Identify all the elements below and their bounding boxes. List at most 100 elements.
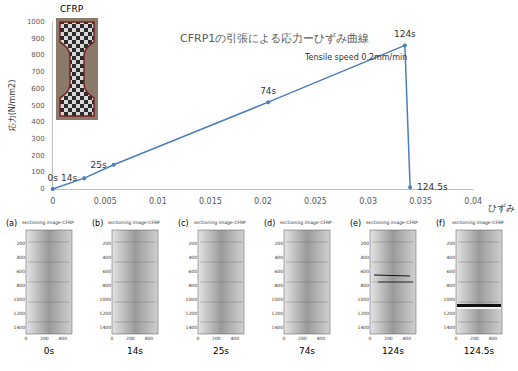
svg-text:800: 800 (16, 283, 25, 288)
svg-text:700: 700 (31, 68, 44, 76)
svg-text:0: 0 (283, 336, 286, 341)
svg-text:900: 900 (31, 35, 44, 43)
svg-text:0: 0 (50, 197, 55, 206)
svg-text:800: 800 (102, 283, 111, 288)
svg-text:(e): (e) (350, 219, 361, 228)
svg-text:0: 0 (111, 336, 114, 341)
svg-text:600: 600 (360, 269, 369, 274)
svg-text:(a): (a) (6, 219, 17, 228)
svg-text:1200: 1200 (100, 311, 112, 316)
svg-text:400: 400 (231, 336, 240, 341)
svg-text:0: 0 (197, 336, 200, 341)
svg-text:124s: 124s (382, 346, 404, 356)
svg-text:400: 400 (403, 336, 412, 341)
svg-text:124s: 124s (394, 29, 416, 39)
svg-text:1400: 1400 (14, 325, 26, 330)
svg-text:300: 300 (31, 135, 44, 143)
svg-text:800: 800 (360, 283, 369, 288)
svg-text:(b): (b) (92, 219, 103, 228)
svg-text:14s: 14s (61, 173, 77, 183)
svg-text:400: 400 (102, 255, 111, 260)
svg-text:1400: 1400 (358, 325, 370, 330)
svg-text:0: 0 (25, 336, 28, 341)
svg-text:200: 200 (40, 336, 49, 341)
svg-text:0.025: 0.025 (304, 197, 327, 206)
svg-text:14s: 14s (127, 346, 143, 356)
svg-text:74s: 74s (299, 346, 315, 356)
svg-text:sectioning image-CFRP: sectioning image-CFRP (280, 220, 332, 225)
svg-text:800: 800 (188, 283, 197, 288)
svg-text:sectioning image-CFRP: sectioning image-CFRP (108, 220, 160, 225)
svg-text:0s: 0s (48, 173, 59, 183)
svg-text:1400: 1400 (272, 325, 284, 330)
svg-text:800: 800 (446, 283, 455, 288)
svg-text:1000: 1000 (186, 297, 198, 302)
svg-text:0: 0 (40, 185, 44, 193)
svg-text:400: 400 (145, 336, 154, 341)
svg-text:600: 600 (16, 269, 25, 274)
svg-text:100: 100 (31, 168, 44, 176)
svg-text:sectioning image-CFRP: sectioning image-CFRP (452, 220, 504, 225)
svg-text:600: 600 (188, 269, 197, 274)
svg-text:1200: 1200 (358, 311, 370, 316)
svg-text:800: 800 (274, 283, 283, 288)
svg-text:400: 400 (317, 336, 326, 341)
svg-text:1400: 1400 (100, 325, 112, 330)
svg-text:200: 200 (212, 336, 221, 341)
svg-text:200: 200 (126, 336, 135, 341)
svg-text:0.02: 0.02 (254, 197, 272, 206)
svg-text:0.005: 0.005 (94, 197, 117, 206)
svg-text:400: 400 (274, 255, 283, 260)
svg-text:1400: 1400 (444, 325, 456, 330)
svg-text:(d): (d) (264, 219, 275, 228)
svg-text:1000: 1000 (100, 297, 112, 302)
svg-text:200: 200 (31, 152, 44, 160)
svg-text:1000: 1000 (272, 297, 284, 302)
svg-text:1200: 1200 (272, 311, 284, 316)
svg-text:ひずみ: ひずみ (488, 203, 515, 213)
svg-text:25s: 25s (213, 346, 229, 356)
svg-text:600: 600 (274, 269, 283, 274)
svg-text:400: 400 (360, 255, 369, 260)
svg-text:25s: 25s (91, 160, 107, 170)
svg-text:CFRP1の引張による応力ーひずみ曲線: CFRP1の引張による応力ーひずみ曲線 (180, 32, 369, 45)
svg-text:400: 400 (59, 336, 68, 341)
svg-text:0.015: 0.015 (199, 197, 222, 206)
svg-text:1200: 1200 (14, 311, 26, 316)
svg-text:400: 400 (188, 255, 197, 260)
svg-text:400: 400 (446, 255, 455, 260)
svg-text:74s: 74s (260, 86, 276, 96)
svg-text:1000: 1000 (14, 297, 26, 302)
svg-text:1000: 1000 (358, 297, 370, 302)
svg-text:0.03: 0.03 (359, 197, 377, 206)
svg-text:200: 200 (360, 241, 369, 246)
svg-text:CFRP: CFRP (60, 4, 84, 14)
svg-text:0.04: 0.04 (464, 197, 482, 206)
svg-text:(c): (c) (178, 219, 189, 228)
svg-text:1000: 1000 (444, 297, 456, 302)
svg-text:800: 800 (31, 51, 44, 59)
svg-text:(f): (f) (436, 219, 445, 228)
svg-text:124.5s: 124.5s (464, 346, 495, 356)
svg-text:500: 500 (31, 102, 44, 110)
svg-text:200: 200 (446, 241, 455, 246)
svg-text:200: 200 (16, 241, 25, 246)
svg-text:0s: 0s (44, 346, 55, 356)
svg-text:0: 0 (369, 336, 372, 341)
svg-text:200: 200 (384, 336, 393, 341)
svg-text:400: 400 (31, 118, 44, 126)
svg-text:1400: 1400 (186, 325, 198, 330)
svg-text:応力(N/mm2): 応力(N/mm2) (8, 80, 17, 132)
svg-text:600: 600 (446, 269, 455, 274)
svg-text:sectioning image-CFRP: sectioning image-CFRP (22, 220, 74, 225)
svg-text:0.035: 0.035 (409, 197, 432, 206)
svg-text:sectioning image-CFRP: sectioning image-CFRP (366, 220, 418, 225)
svg-text:400: 400 (489, 336, 498, 341)
svg-text:0.01: 0.01 (149, 197, 167, 206)
svg-text:200: 200 (188, 241, 197, 246)
svg-text:124.5s: 124.5s (417, 182, 448, 192)
svg-text:600: 600 (31, 85, 44, 93)
svg-text:600: 600 (102, 269, 111, 274)
svg-text:1200: 1200 (186, 311, 198, 316)
svg-text:200: 200 (298, 336, 307, 341)
